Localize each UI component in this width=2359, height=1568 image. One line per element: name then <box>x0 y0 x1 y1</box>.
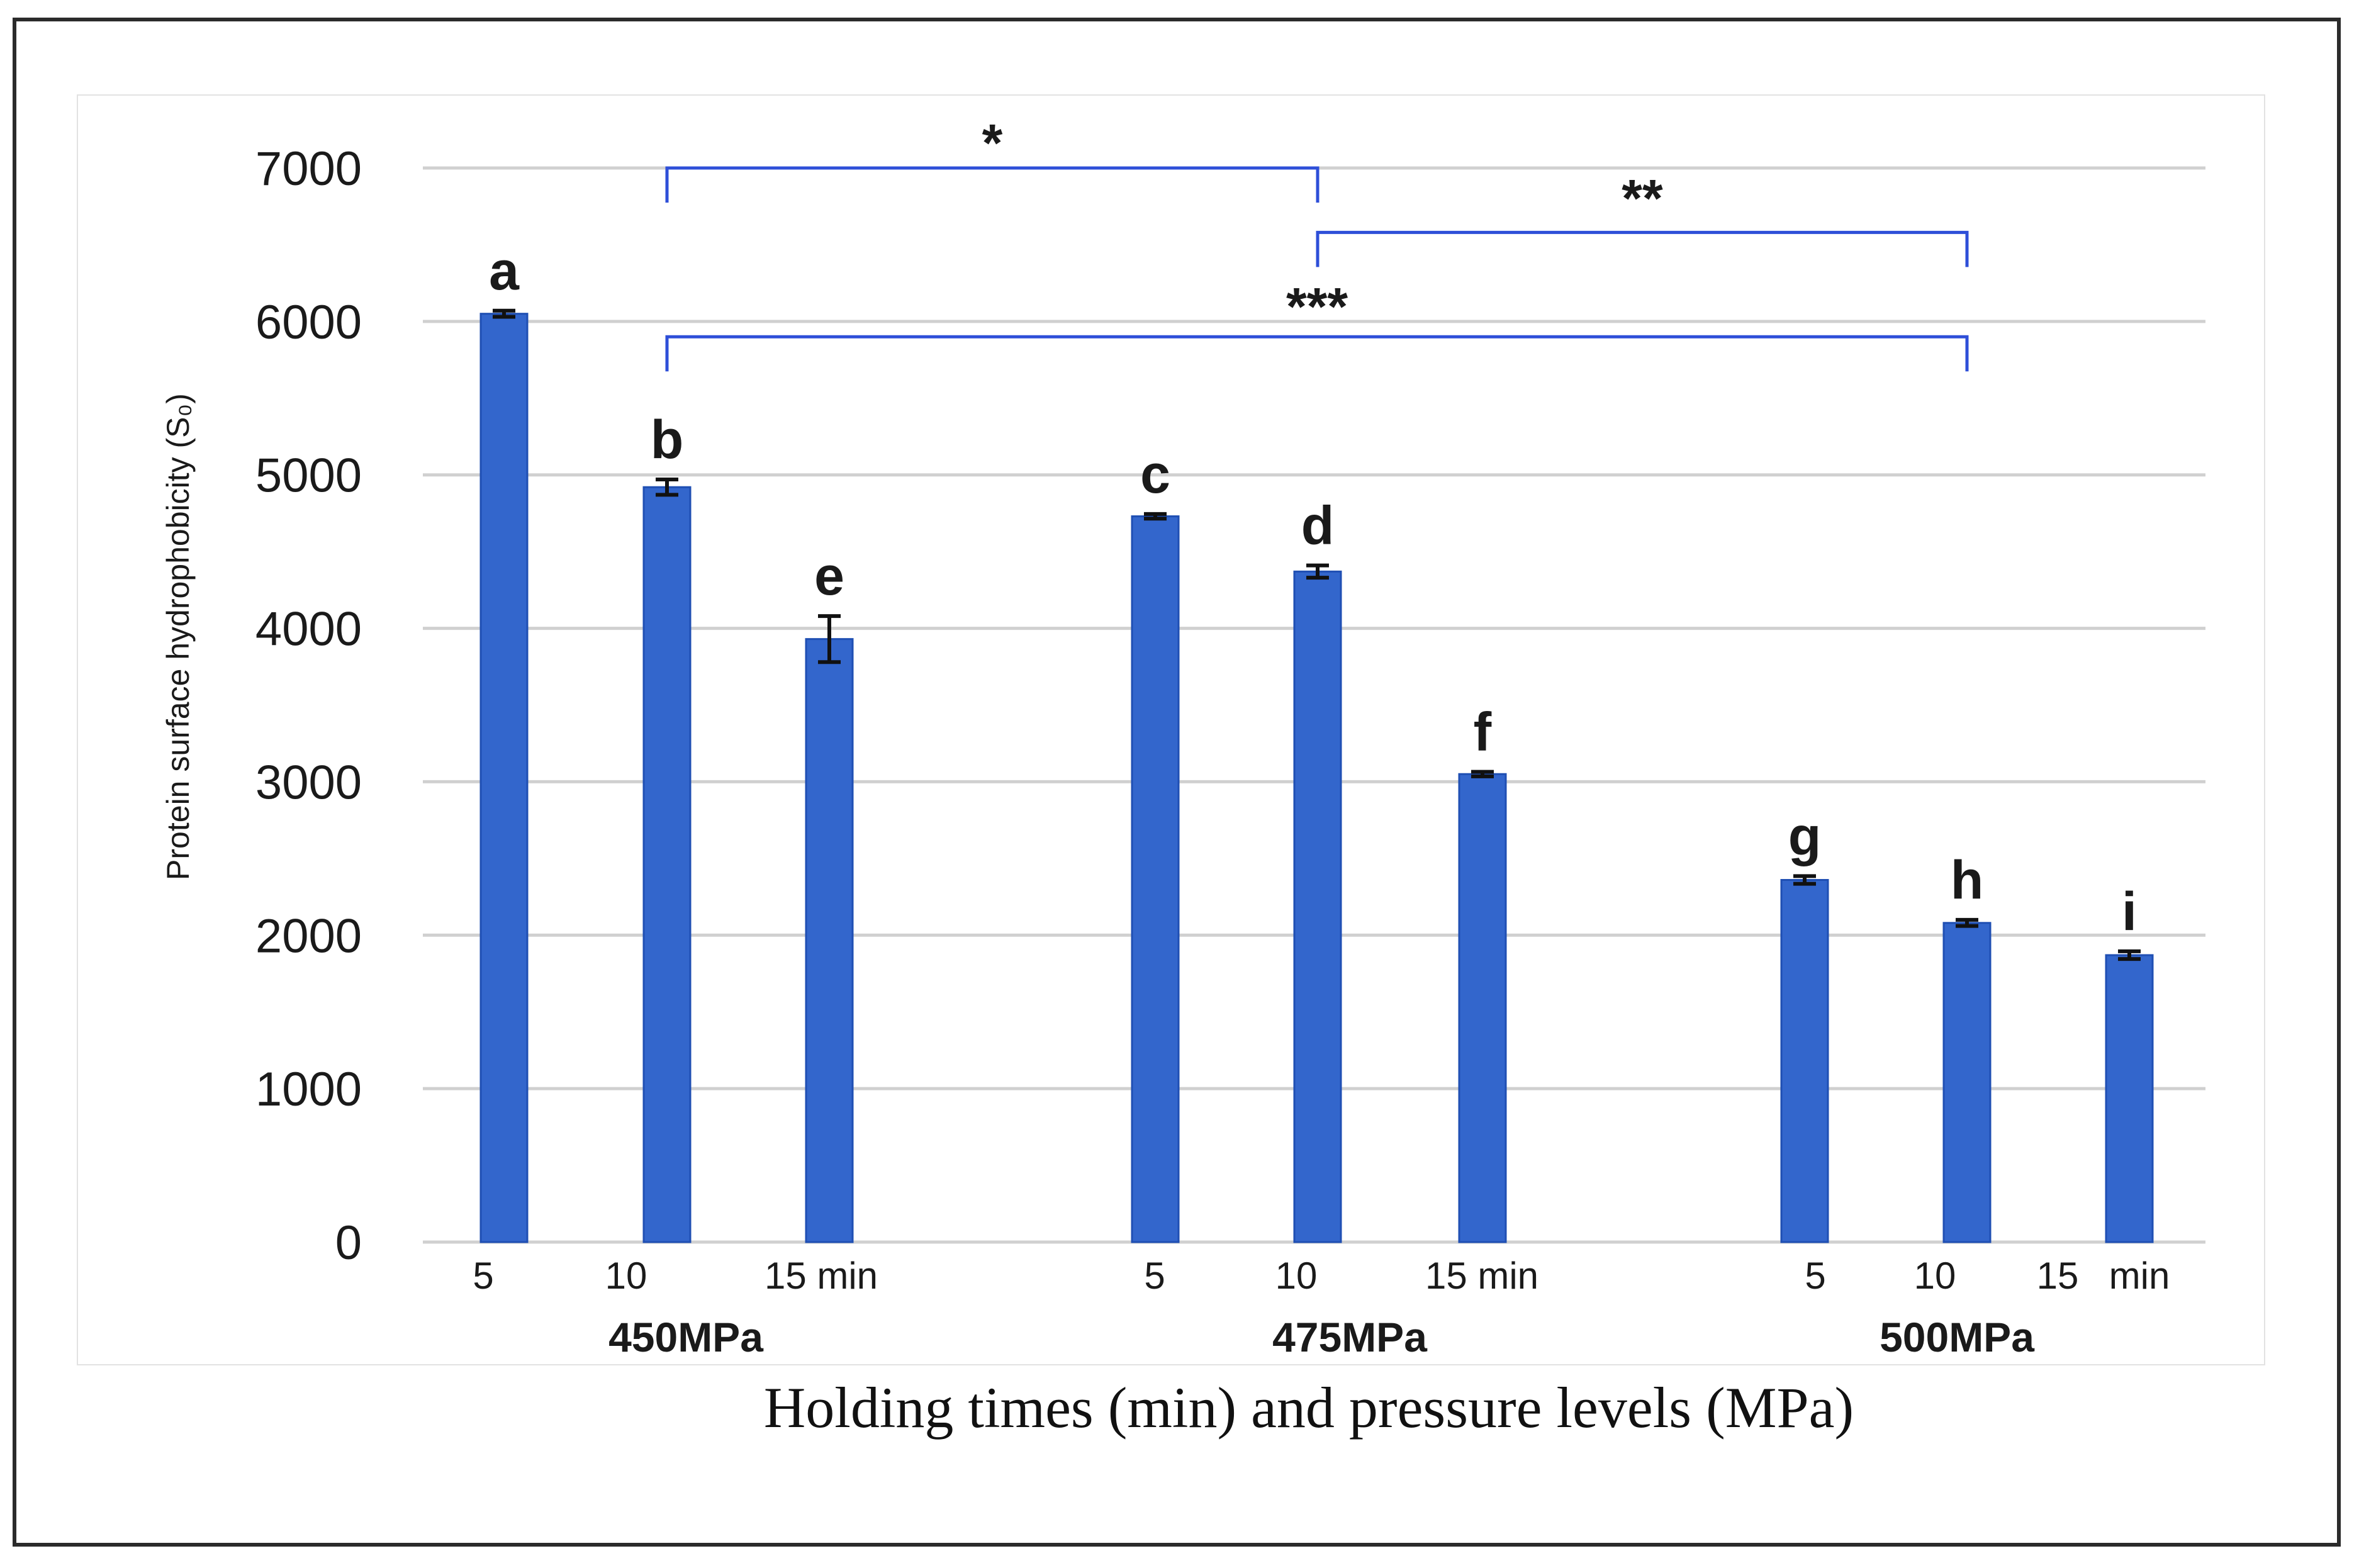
y-tick-label-7000: 7000 <box>255 142 362 196</box>
bar-475MPa-15min <box>1458 773 1507 1243</box>
significance-letter-a: a <box>489 241 520 301</box>
x-tick-label-475MPa-2: 15 min <box>1425 1255 1538 1297</box>
y-tick-label-6000: 6000 <box>255 296 362 349</box>
x-tick-label-500MPa-1: 10 <box>1914 1255 1956 1297</box>
significance-letter-f: f <box>1474 702 1492 763</box>
x-tick-label-475MPa-0: 5 <box>1144 1255 1165 1297</box>
significance-letter-h: h <box>1951 850 1984 910</box>
significance-stars-1: * <box>982 113 1003 172</box>
bracket-3-star <box>665 335 1969 372</box>
y-tick-label-3000: 3000 <box>255 756 362 809</box>
significance-letter-g: g <box>1788 806 1822 866</box>
group-label-475MPa: 475MPa <box>1272 1314 1428 1360</box>
x-tick-label-450MPa-1: 10 <box>605 1255 647 1297</box>
group-label-450MPa: 450MPa <box>608 1314 764 1360</box>
x-tick-label-500MPa-3: min <box>2109 1255 2170 1297</box>
y-tick-label-5000: 5000 <box>255 449 362 503</box>
significance-stars-2: ** <box>1622 169 1663 228</box>
group-label-500MPa: 500MPa <box>1880 1314 2035 1360</box>
x-tick-label-450MPa-0: 5 <box>473 1255 493 1297</box>
bar-500MPa-15min <box>2105 954 2154 1243</box>
bar-500MPa-10min <box>1942 922 1992 1243</box>
bracket-2-star <box>1316 230 1969 267</box>
bracket-1-star <box>665 166 1320 203</box>
y-tick-label-0: 0 <box>335 1216 362 1270</box>
x-tick-label-450MPa-2: 15 min <box>765 1255 878 1297</box>
bar-475MPa-5min <box>1131 515 1180 1243</box>
bar-500MPa-5min <box>1780 878 1829 1243</box>
bar-450MPa-10min <box>642 486 692 1243</box>
x-tick-label-475MPa-1: 10 <box>1275 1255 1318 1297</box>
significance-stars-3: *** <box>1286 277 1348 336</box>
significance-brackets: ****** <box>665 113 1969 372</box>
y-tick-label-4000: 4000 <box>255 603 362 656</box>
bars: a b e c d f g h i <box>479 241 2154 1243</box>
significance-letter-b: b <box>651 410 684 470</box>
x-tick-label-500MPa-0: 5 <box>1805 1255 1825 1297</box>
bar-450MPa-5min <box>479 313 529 1243</box>
significance-letter-c: c <box>1140 444 1170 505</box>
y-tick-label-2000: 2000 <box>255 909 362 963</box>
significance-letter-i: i <box>2122 882 2137 942</box>
x-axis-label: Holding times (min) and pressure levels … <box>764 1375 1854 1440</box>
y-axis-label: Protein surface hydrophobicity (S₀) <box>160 393 196 880</box>
y-tick-label-1000: 1000 <box>255 1063 362 1116</box>
x-tick-label-500MPa-2: 15 <box>2037 1255 2079 1297</box>
bar-450MPa-15min <box>805 638 854 1243</box>
significance-letter-e: e <box>814 546 844 607</box>
significance-letter-d: d <box>1301 496 1335 556</box>
bar-475MPa-10min <box>1293 570 1342 1243</box>
y-axis-ticks: 0 1000 2000 3000 4000 5000 6000 7000 <box>255 142 362 1270</box>
